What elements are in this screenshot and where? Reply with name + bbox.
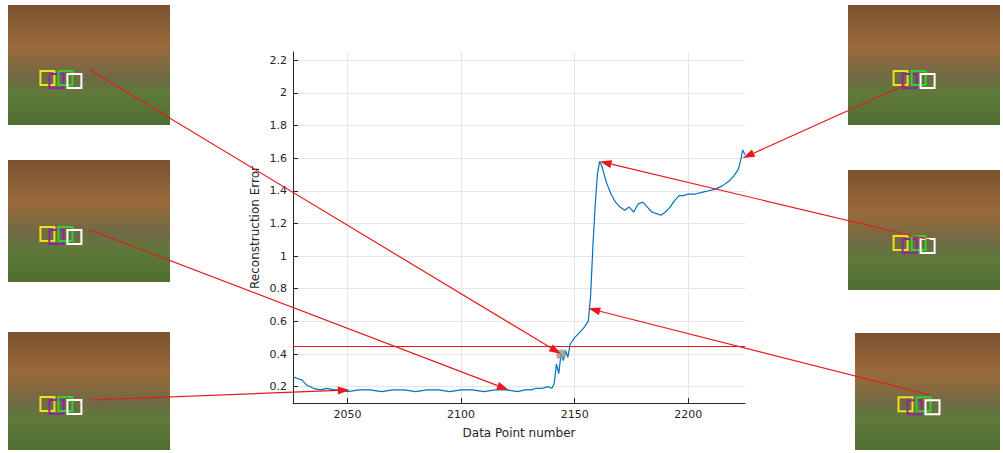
svg-text:0.2: 0.2 [270,380,288,393]
svg-text:0.8: 0.8 [270,282,288,295]
svg-text:2: 2 [280,86,287,99]
svg-text:1.8: 1.8 [270,119,288,132]
svg-text:1.6: 1.6 [270,152,288,165]
svg-text:0.4: 0.4 [270,348,288,361]
svg-text:1.4: 1.4 [270,184,288,197]
svg-text:Data Point number: Data Point number [463,426,576,440]
svg-text:2200: 2200 [674,408,702,421]
svg-text:0.6: 0.6 [270,315,288,328]
svg-text:Reconstruction Error: Reconstruction Error [248,166,262,289]
svg-text:2.2: 2.2 [270,54,288,67]
svg-text:2050: 2050 [334,408,362,421]
svg-text:2100: 2100 [447,408,475,421]
svg-text:1.2: 1.2 [270,217,288,230]
svg-text:1: 1 [280,250,287,263]
svg-text:2150: 2150 [561,408,589,421]
